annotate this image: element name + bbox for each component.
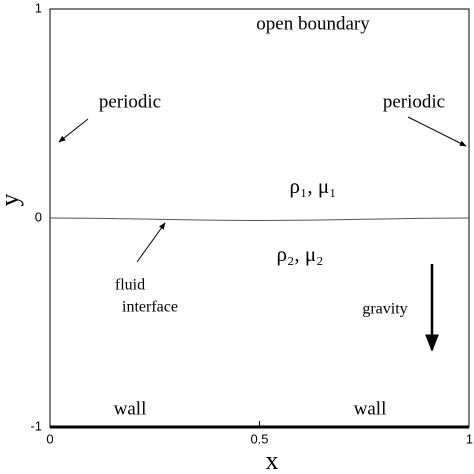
annotation: periodic xyxy=(99,91,161,112)
y-tick-label: 1 xyxy=(35,0,42,15)
y-axis-label: y xyxy=(0,194,24,207)
y-tick-label: 0 xyxy=(35,209,42,224)
annotation: interface xyxy=(122,299,178,316)
annotation: fluid xyxy=(115,277,145,294)
annotation: periodic xyxy=(383,91,445,112)
plot-frame xyxy=(49,8,470,428)
arrow xyxy=(407,116,467,147)
y-tick-label: -1 xyxy=(30,418,42,433)
annotation: gravity xyxy=(362,301,407,318)
annotation: ρ₁, μ₁ xyxy=(290,174,337,198)
annotation: wall xyxy=(354,398,387,419)
annotation: ρ₂, μ₂ xyxy=(277,242,324,266)
x-tick-label: 1 xyxy=(466,431,473,446)
x-tick-label: 0.5 xyxy=(250,431,268,446)
arrow xyxy=(136,222,166,263)
annotation: wall xyxy=(114,398,147,419)
x-axis-label: x xyxy=(266,446,279,474)
annotation: open boundary xyxy=(256,13,370,34)
x-tick-label: 0 xyxy=(46,431,53,446)
arrow xyxy=(58,118,89,143)
interface-line xyxy=(49,217,470,222)
